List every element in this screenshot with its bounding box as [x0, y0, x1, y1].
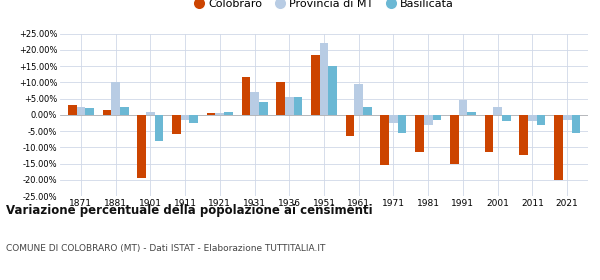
Bar: [285, 97, 293, 115]
Bar: [311, 55, 320, 115]
Bar: [554, 115, 563, 180]
Bar: [450, 115, 458, 164]
Bar: [328, 66, 337, 115]
Bar: [520, 115, 528, 155]
Bar: [259, 102, 268, 115]
Text: Variazione percentuale della popolazione ai censimenti: Variazione percentuale della popolazione…: [6, 204, 373, 217]
Bar: [493, 107, 502, 115]
Bar: [398, 115, 407, 133]
Bar: [320, 43, 328, 115]
Bar: [537, 115, 545, 125]
Bar: [250, 92, 259, 115]
Bar: [415, 115, 424, 152]
Bar: [181, 115, 190, 120]
Bar: [103, 110, 111, 115]
Bar: [111, 82, 120, 115]
Bar: [563, 115, 571, 120]
Bar: [363, 107, 372, 115]
Bar: [467, 111, 476, 115]
Bar: [433, 115, 441, 120]
Bar: [528, 115, 537, 121]
Bar: [215, 113, 224, 115]
Bar: [485, 115, 493, 152]
Bar: [293, 97, 302, 115]
Bar: [172, 115, 181, 134]
Bar: [155, 115, 163, 141]
Bar: [85, 108, 94, 115]
Bar: [355, 84, 363, 115]
Bar: [120, 107, 128, 115]
Legend: Colobraro, Provincia di MT, Basilicata: Colobraro, Provincia di MT, Basilicata: [190, 0, 458, 13]
Bar: [146, 111, 155, 115]
Bar: [224, 111, 233, 115]
Bar: [389, 115, 398, 123]
Bar: [241, 78, 250, 115]
Bar: [346, 115, 355, 136]
Bar: [571, 115, 580, 133]
Text: COMUNE DI COLOBRARO (MT) - Dati ISTAT - Elaborazione TUTTITALIA.IT: COMUNE DI COLOBRARO (MT) - Dati ISTAT - …: [6, 244, 325, 253]
Bar: [190, 115, 198, 123]
Bar: [458, 100, 467, 115]
Bar: [207, 113, 215, 115]
Bar: [68, 105, 77, 115]
Bar: [137, 115, 146, 178]
Bar: [424, 115, 433, 125]
Bar: [276, 82, 285, 115]
Bar: [77, 107, 85, 115]
Bar: [502, 115, 511, 121]
Bar: [380, 115, 389, 165]
